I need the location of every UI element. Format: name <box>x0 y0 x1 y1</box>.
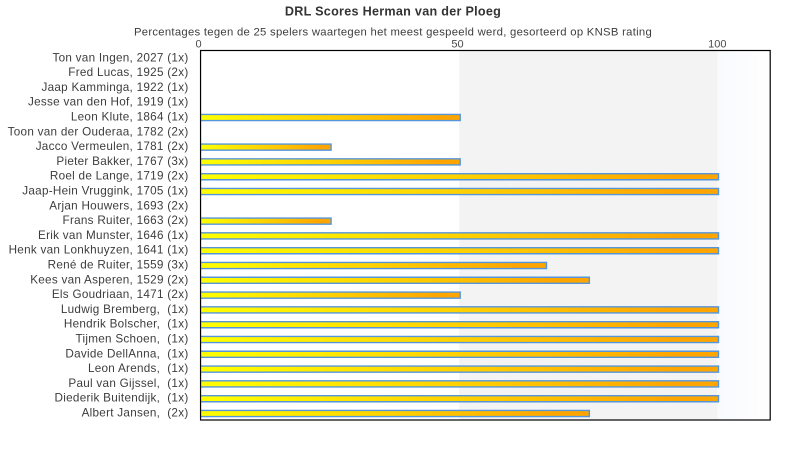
svg-text:Davide DellAnna, (1x): Davide DellAnna, (1x) <box>65 347 188 360</box>
svg-text:Paul van Gijssel, (1x): Paul van Gijssel, (1x) <box>68 377 188 390</box>
svg-text:Jaap Kamminga, 1922 (1x): Jaap Kamminga, 1922 (1x) <box>41 81 188 94</box>
svg-text:0: 0 <box>195 38 201 50</box>
svg-text:50: 50 <box>451 38 463 50</box>
svg-text:Frans Ruiter, 1663 (2x): Frans Ruiter, 1663 (2x) <box>63 214 189 227</box>
svg-text:100: 100 <box>708 38 726 50</box>
svg-text:Diederik Buitendijk, (1x): Diederik Buitendijk, (1x) <box>55 392 189 405</box>
svg-text:Albert Jansen, (2x): Albert Jansen, (2x) <box>82 407 189 420</box>
svg-text:Fred Lucas, 1925 (2x): Fred Lucas, 1925 (2x) <box>68 66 188 79</box>
svg-text:Tijmen Schoen, (1x): Tijmen Schoen, (1x) <box>76 333 189 346</box>
svg-text:Jaap-Hein Vruggink, 1705 (1x): Jaap-Hein Vruggink, 1705 (1x) <box>22 185 188 198</box>
svg-text:Ludwig Bremberg, (1x): Ludwig Bremberg, (1x) <box>61 303 189 316</box>
svg-text:René de Ruiter, 1559 (3x): René de Ruiter, 1559 (3x) <box>48 259 189 272</box>
svg-text:Henk van Lonkhuyzen, 1641 (1x): Henk van Lonkhuyzen, 1641 (1x) <box>9 244 189 257</box>
svg-text:Leon Arends, (1x): Leon Arends, (1x) <box>88 362 189 375</box>
svg-text:DRL Scores Herman van der Ploe: DRL Scores Herman van der Ploeg <box>285 4 501 18</box>
svg-text:Jesse van den Hof, 1919 (1x): Jesse van den Hof, 1919 (1x) <box>28 96 189 109</box>
svg-text:Ton van Ingen, 2027 (1x): Ton van Ingen, 2027 (1x) <box>52 51 188 64</box>
svg-text:Jacco Vermeulen, 1781 (2x): Jacco Vermeulen, 1781 (2x) <box>36 140 189 153</box>
svg-text:Hendrik Bolscher, (1x): Hendrik Bolscher, (1x) <box>64 318 189 331</box>
svg-text:Leon Klute, 1864 (1x): Leon Klute, 1864 (1x) <box>71 111 189 124</box>
svg-text:Erik van Munster, 1646 (1x): Erik van Munster, 1646 (1x) <box>38 229 188 242</box>
svg-text:Percentages tegen de 25 speler: Percentages tegen de 25 spelers waartege… <box>134 27 652 39</box>
svg-text:Toon van der Ouderaa, 1782 (2x: Toon van der Ouderaa, 1782 (2x) <box>8 125 189 138</box>
svg-text:Kees van Asperen, 1529 (2x): Kees van Asperen, 1529 (2x) <box>30 273 188 286</box>
svg-text:Roel de Lange, 1719 (2x): Roel de Lange, 1719 (2x) <box>50 170 189 183</box>
svg-text:Els Goudriaan, 1471 (2x): Els Goudriaan, 1471 (2x) <box>52 288 189 301</box>
svg-text:Pieter Bakker, 1767 (3x): Pieter Bakker, 1767 (3x) <box>56 155 188 168</box>
svg-text:Arjan Houwers, 1693 (2x): Arjan Houwers, 1693 (2x) <box>49 199 188 212</box>
